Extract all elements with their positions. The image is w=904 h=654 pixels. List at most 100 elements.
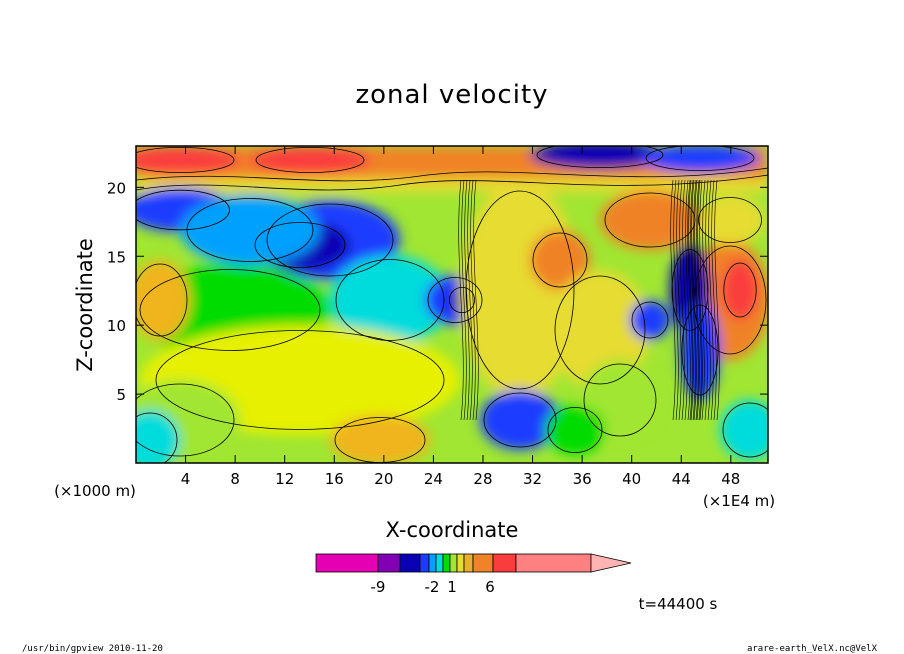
colorbar-label: 6 <box>485 578 495 596</box>
field-blob <box>136 146 240 174</box>
plot-frame <box>135 145 769 464</box>
contour-line <box>708 179 714 421</box>
field-blob <box>630 300 670 340</box>
contour-line <box>155 330 445 430</box>
field-blob <box>530 146 670 169</box>
colorbar: -9 -2 1 6 <box>315 553 632 596</box>
y-tick-label: 10 <box>107 317 126 335</box>
chart-title: zonal velocity <box>355 80 548 110</box>
x-tick-label: 32 <box>523 470 542 488</box>
contour-line <box>136 174 768 191</box>
field-blob <box>550 270 650 390</box>
field-blob <box>136 260 190 340</box>
contour-line <box>691 179 697 421</box>
contour-line <box>697 179 703 421</box>
x-tick-label: 40 <box>622 470 641 488</box>
contour-line <box>458 179 464 421</box>
contour-line <box>186 198 314 262</box>
colorbar-swatch <box>419 553 430 573</box>
field-blob <box>640 146 760 172</box>
x-tick-label: 24 <box>424 470 443 488</box>
field-blob <box>180 195 320 265</box>
field-blob <box>545 405 605 455</box>
contour-line <box>448 286 475 313</box>
contour-line <box>690 179 696 421</box>
colorbar-swatch <box>515 553 592 573</box>
contour-line <box>473 179 479 421</box>
contour-line <box>671 249 709 331</box>
contour-line <box>136 147 235 173</box>
contour-line <box>136 263 188 337</box>
field-blob <box>136 410 180 463</box>
y-tick-label: 20 <box>107 179 126 197</box>
x-tick-label: 16 <box>325 470 344 488</box>
contour-line <box>255 146 365 173</box>
contour-line <box>465 190 575 390</box>
x-tick-label: 8 <box>230 470 240 488</box>
colorbar-swatch <box>463 553 474 573</box>
contour-line <box>705 179 711 421</box>
contour-line <box>673 179 679 421</box>
contour-line <box>532 232 588 288</box>
contour-line <box>676 179 682 421</box>
time-label: t=44400 s <box>639 595 718 613</box>
colorbar-swatch <box>472 553 494 573</box>
contour-line <box>547 407 603 453</box>
field-blob <box>600 190 700 250</box>
contour-line <box>461 179 467 421</box>
colorbar-swatch <box>399 553 421 573</box>
colorbar-arrow <box>590 553 632 573</box>
field-blob <box>722 260 758 320</box>
y-axis-label: Z-coordinate <box>73 238 97 372</box>
contour-line <box>136 412 178 463</box>
field-blob <box>695 195 765 245</box>
colorbar-label: -2 <box>425 578 440 596</box>
colorbar-label: -9 <box>371 578 386 596</box>
contour-line <box>254 222 346 268</box>
contour-line <box>685 179 691 421</box>
contour-line <box>483 392 557 448</box>
x-axis: 4 8 12 16 20 24 28 32 36 40 44 48 <box>181 146 740 488</box>
contour-line <box>136 189 230 231</box>
contour-line <box>699 179 705 421</box>
field-blob <box>530 230 590 290</box>
contour-line <box>136 167 768 182</box>
contour-line <box>335 259 445 341</box>
contour-lines <box>136 146 768 463</box>
contour-line <box>714 179 720 421</box>
footer-right: arare-earth_VelX.nc@VelX <box>747 644 878 654</box>
contour-line <box>631 301 669 339</box>
contour-line <box>723 262 757 318</box>
x-tick-label: 28 <box>473 470 492 488</box>
field-blob <box>330 255 450 345</box>
contour-line <box>136 383 235 457</box>
contour-line <box>688 179 694 421</box>
contour-line <box>722 402 768 458</box>
x-tick-label: 4 <box>181 470 191 488</box>
x-tick-label: 48 <box>721 470 740 488</box>
contour-line <box>711 179 717 421</box>
contour-line <box>139 269 321 351</box>
colorbar-label: 1 <box>447 578 457 596</box>
velocity-field <box>136 146 768 463</box>
field-blob <box>720 400 768 460</box>
field-blob <box>480 390 560 450</box>
contour-line <box>693 179 699 421</box>
contour-line <box>679 179 685 421</box>
contour-line <box>464 179 470 421</box>
colorbar-swatch <box>449 553 458 573</box>
x-tick-label: 36 <box>573 470 592 488</box>
contour-line <box>583 363 657 437</box>
contour-line <box>670 179 676 421</box>
x-unit-left: (×1000 m) <box>54 482 136 500</box>
y-tick-label: 15 <box>107 248 126 266</box>
contour-line <box>702 179 708 421</box>
contour-line <box>427 277 483 323</box>
contour-line <box>696 179 702 421</box>
field-band <box>136 178 768 192</box>
contour-line <box>694 179 700 421</box>
x-tick-label: 12 <box>275 470 294 488</box>
x-axis-label: X-coordinate <box>386 518 519 542</box>
